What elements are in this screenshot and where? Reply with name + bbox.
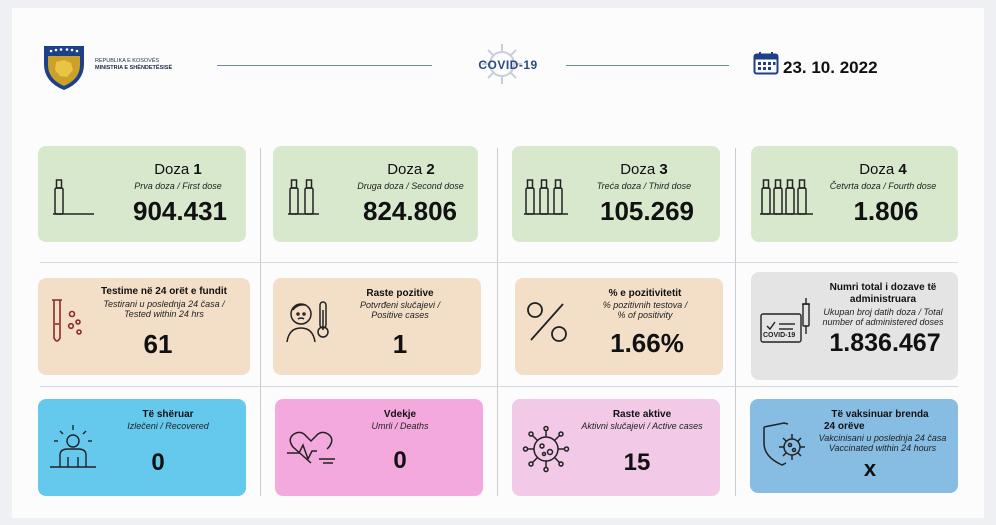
testing-subtitle-1: Testirani u poslednja 24 časa / [103, 299, 225, 309]
dose-4-subtitle: Četvrta doza / Fourth dose [829, 181, 937, 191]
row-divider [40, 386, 958, 387]
coronavirus-icon [478, 42, 526, 86]
dose-3-subtitle: Treća doza / Third dose [596, 181, 692, 191]
dose-3-value: 105.269 [600, 196, 694, 226]
vaccinated-24h-title-2: 24 orëve [824, 421, 865, 432]
sick-person-thermometer-icon [283, 296, 333, 346]
dose-1-value: 904.431 [133, 196, 227, 226]
dose-2-subtitle: Druga doza / Second dose [357, 181, 464, 191]
vaccinated-24h-value: x [863, 456, 877, 481]
positive-card: Raste pozitive Potvrđeni slučajevi / Pos… [273, 278, 481, 375]
active-card: Raste aktive Aktivni slučajevi / Active … [512, 399, 720, 496]
kosovo-coat-of-arms-logo [40, 42, 88, 92]
positive-subtitle-1: Potvrđeni slučajevi / [359, 300, 441, 310]
deaths-title: Vdekje [383, 409, 417, 420]
recovered-subtitle: Izlečeni / Recovered [127, 421, 209, 431]
active-value: 15 [623, 449, 651, 476]
recovered-title: Të shëruar [142, 409, 194, 420]
total-doses-card: COVID-19 Numri total i dozave të adminis… [751, 272, 958, 380]
vial-icon [50, 174, 96, 220]
vials-icon [285, 174, 331, 220]
virus-icon [522, 425, 570, 473]
column-divider [735, 148, 736, 496]
test-tube-icon [46, 296, 86, 348]
dose-2-card: Doza 2 Druga doza / Second dose 824.806 [273, 146, 478, 242]
certificate-icon-text: COVID-19 [763, 332, 796, 339]
active-title: Raste aktive [612, 409, 672, 420]
dose-4-title: Doza 4 [859, 161, 907, 178]
dose-4-value: 1.806 [853, 196, 919, 226]
vaccinated-24h-subtitle-1: Vakcinisani u poslednja 24 časa [818, 433, 947, 443]
dose-1-card: Doza 1 Prva doza / First dose 904.431 [38, 146, 246, 242]
dose-3-title: Doza 3 [620, 161, 668, 178]
dose-1-title: Doza 1 [154, 161, 202, 178]
positivity-title: % e pozitivitetit [608, 288, 682, 299]
column-divider [497, 148, 498, 496]
ministry-line-2: MINISTRIA E SHËNDETËSISË [95, 65, 173, 71]
testing-subtitle-2: Tested within 24 hrs [124, 309, 204, 319]
header-divider-right [566, 65, 729, 66]
positive-value: 1 [392, 329, 408, 359]
recovered-value: 0 [151, 449, 165, 476]
vaccinated-24h-title-1: Të vaksinuar brenda [831, 409, 929, 420]
total-doses-title-2: administruara [849, 294, 917, 305]
positivity-value: 1.66% [610, 328, 684, 358]
row-divider [40, 262, 958, 263]
header-divider-left [217, 65, 432, 66]
vials-icon [759, 174, 815, 220]
positive-subtitle-2: Positive cases [371, 310, 429, 320]
calendar-icon [753, 51, 779, 75]
column-divider [260, 148, 261, 496]
positivity-subtitle-1: % pozitivnih testova / [602, 300, 688, 310]
vials-icon [522, 174, 572, 220]
dose-2-value: 824.806 [363, 196, 457, 226]
ministry-line-1: REPUBLIKA E KOSOVËS [95, 58, 160, 64]
total-doses-subtitle-1: Ukupan broj datih doza / Total [823, 307, 943, 317]
covid-title: COVID-19 [478, 58, 538, 72]
dose-1-subtitle: Prva doza / First dose [134, 181, 222, 191]
positivity-card: % e pozitivitetit % pozitivnih testova /… [515, 278, 723, 375]
testing-value: 61 [143, 329, 173, 359]
deaths-value: 0 [393, 447, 407, 474]
dose-3-card: Doza 3 Treća doza / Third dose 105.269 [512, 146, 720, 242]
heartbeat-icon [285, 429, 337, 469]
percent-icon [525, 300, 571, 344]
total-doses-title-1: Numri total i dozave të [829, 282, 937, 293]
testing-card: Testime në 24 orët e fundit Testirani u … [38, 278, 250, 375]
deaths-card: Vdekje Umrli / Deaths 0 [275, 399, 483, 496]
total-doses-value: 1.836.467 [829, 329, 941, 357]
vaccinated-24h-card: Të vaksinuar brenda 24 orëve Vakcinisani… [750, 399, 958, 493]
dose-4-card: Doza 4 Četvrta doza / Fourth dose 1.806 [751, 146, 958, 242]
vaccine-certificate-icon: COVID-19 [759, 298, 817, 346]
positivity-subtitle-2: % of positivity [617, 310, 673, 320]
recovered-card: Të shëruar Izlečeni / Recovered 0 [38, 399, 246, 496]
vaccinated-24h-subtitle-2: Vaccinated within 24 hours [828, 443, 937, 453]
deaths-subtitle: Umrli / Deaths [371, 421, 429, 431]
active-subtitle: Aktivni slučajevi / Active cases [581, 421, 703, 431]
report-date: 23. 10. 2022 [783, 58, 878, 77]
dose-2-title: Doza 2 [387, 161, 435, 178]
shield-virus-icon [760, 421, 810, 469]
recovered-person-icon [46, 423, 100, 473]
testing-title: Testime në 24 orët e fundit [101, 286, 227, 297]
positive-title: Raste pozitive [366, 288, 434, 299]
total-doses-subtitle-2: number of administered doses [822, 317, 944, 327]
ministry-name: REPUBLIKA E KOSOVËS MINISTRIA E SHËNDETË… [95, 58, 205, 72]
